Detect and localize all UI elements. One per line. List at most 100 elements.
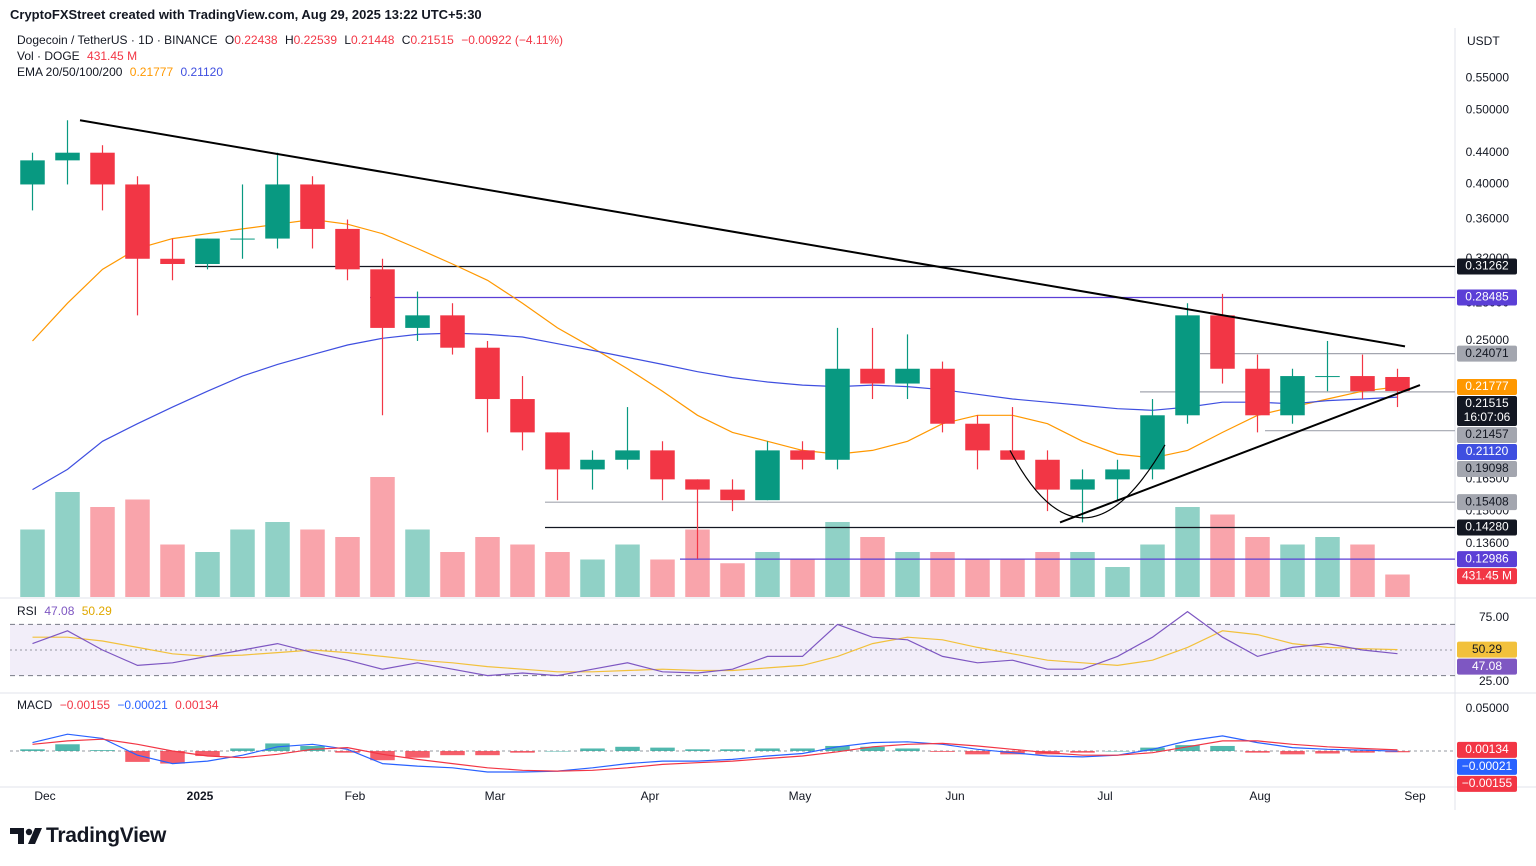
price-badge xyxy=(1457,395,1517,426)
x-tick-label: Mar xyxy=(485,789,506,803)
candle-body xyxy=(1140,415,1165,470)
candle-body xyxy=(55,152,80,161)
candle-body xyxy=(1105,469,1130,480)
macd-histogram-bar xyxy=(580,748,605,751)
price-badge xyxy=(1457,641,1517,658)
macd-histogram-bar xyxy=(335,750,360,753)
candle-body xyxy=(265,184,290,239)
price-badge-label: 0.28485 xyxy=(1465,290,1509,304)
y-tick-label: 0.44000 xyxy=(1466,145,1510,159)
ema-line xyxy=(32,332,1398,491)
y-tick-label: 75.00 xyxy=(1479,610,1509,624)
macd-histogram-bar xyxy=(930,750,955,752)
ohlc-key: O xyxy=(224,33,235,47)
volume-bar xyxy=(1175,507,1200,597)
macd-histogram-bar xyxy=(440,750,465,756)
volume-bar xyxy=(300,529,325,597)
y-tick-label: 0.36000 xyxy=(1466,212,1510,226)
volume-bar xyxy=(1350,544,1375,597)
macd-histogram-bar xyxy=(230,748,255,751)
price-badge-label: 50.29 xyxy=(1472,642,1502,656)
volume-bar xyxy=(580,559,605,597)
macd-histogram-bar xyxy=(195,750,220,757)
brand-logo xyxy=(10,828,24,844)
candle-body xyxy=(1245,368,1270,416)
price-badge-label: 16:07:06 xyxy=(1464,410,1511,424)
price-badge-label: 0.21515 xyxy=(1465,396,1509,410)
price-badge xyxy=(1457,551,1517,568)
x-tick-label: Jul xyxy=(1097,789,1112,803)
macd-histogram-bar xyxy=(125,750,150,762)
y-tick-label: 0.40000 xyxy=(1466,177,1510,191)
volume-bar xyxy=(370,477,395,597)
y-tick-label: 0.13600 xyxy=(1466,536,1510,550)
y-tick-label: 25.00 xyxy=(1479,674,1509,688)
volume-bar xyxy=(720,563,745,597)
candle-body xyxy=(370,269,395,328)
volume-bar xyxy=(195,552,220,597)
macd-label: MACD xyxy=(17,698,53,712)
macd-histogram-bar xyxy=(510,750,535,753)
candle-body xyxy=(20,160,45,185)
price-badge xyxy=(1457,460,1517,477)
macd-histogram-bar xyxy=(650,747,675,751)
ema-value: 0.21777 xyxy=(129,65,174,79)
macd-histogram-bar xyxy=(965,750,990,755)
signal-line xyxy=(32,738,1398,772)
volume-label: Vol · DOGE xyxy=(17,49,80,63)
x-tick-label: Apr xyxy=(641,789,660,803)
volume-bar xyxy=(335,537,360,597)
candle-body xyxy=(1280,376,1305,416)
macd-histogram-bar xyxy=(1175,745,1200,751)
price-badge xyxy=(1457,289,1517,306)
x-tick-label: Aug xyxy=(1249,789,1270,803)
rsi-ma-value: 50.29 xyxy=(81,604,112,618)
candle-body xyxy=(335,228,360,270)
ohlc-value: 0.21448 xyxy=(351,33,395,47)
volume-bar xyxy=(230,529,255,597)
price-badge-label: 0.14280 xyxy=(1465,520,1509,534)
price-badge-label: 0.21457 xyxy=(1465,427,1509,441)
y-tick-label: 0.50000 xyxy=(1466,102,1510,116)
attribution: CryptoFXStreet created with TradingView.… xyxy=(10,7,482,22)
change: −0.00922 (−4.11%) xyxy=(461,33,564,47)
cup-curve xyxy=(1009,444,1166,519)
price-badge xyxy=(1457,494,1517,511)
price-badge xyxy=(1457,568,1517,585)
macd-histogram-bar xyxy=(370,750,395,761)
volume-bar xyxy=(1280,544,1305,597)
candle-body xyxy=(160,258,185,265)
ohlc-value: 0.22438 xyxy=(234,33,278,47)
macd-histogram-bar xyxy=(1385,750,1410,753)
volume-bar xyxy=(860,537,885,597)
y-tick-label: 0.25000 xyxy=(1466,333,1510,347)
volume-bar xyxy=(1245,537,1270,597)
volume-bar xyxy=(405,529,430,597)
price-badge xyxy=(1457,443,1517,460)
brand-logo xyxy=(25,828,33,836)
volume-bar xyxy=(1210,514,1235,597)
macd-histogram-bar xyxy=(1245,750,1270,753)
macd-histogram-bar xyxy=(1105,750,1130,752)
volume-bar xyxy=(55,492,80,597)
x-tick-label: Jun xyxy=(945,789,964,803)
macd-histogram-bar xyxy=(1350,750,1375,753)
candle-body xyxy=(510,399,535,433)
candle-body xyxy=(1035,459,1060,490)
candle-body xyxy=(895,368,920,384)
volume-bar xyxy=(1000,559,1025,597)
x-tick-label: Feb xyxy=(345,789,366,803)
x-tick-label: Sep xyxy=(1404,789,1426,803)
candle-body xyxy=(720,489,745,501)
candle-body xyxy=(1070,479,1095,490)
macd-histogram-bar xyxy=(860,746,885,751)
trendline xyxy=(1059,384,1421,524)
volume-bar xyxy=(90,507,115,597)
volume-bar xyxy=(440,552,465,597)
price-badge xyxy=(1457,345,1517,362)
candle-body xyxy=(650,450,675,480)
volume-bar xyxy=(650,559,675,597)
candle-body xyxy=(1315,376,1340,378)
macd-histogram-bar xyxy=(475,750,500,756)
macd-histogram-bar xyxy=(90,750,115,751)
